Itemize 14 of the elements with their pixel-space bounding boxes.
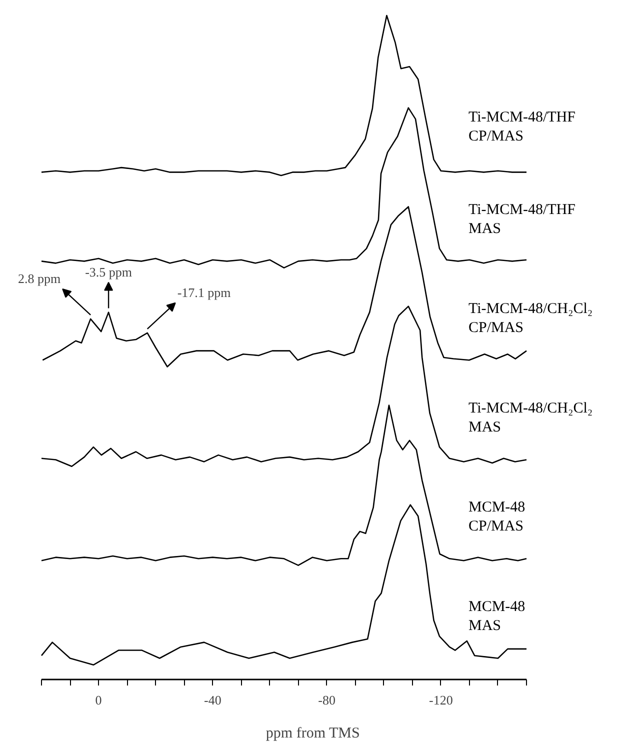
x-tick-label: -40 [204,692,222,708]
x-tick-label: -80 [318,692,336,708]
series-label: MCM-48 CP/MAS [468,499,526,534]
series-label: MCM-48 MAS [468,598,526,634]
series-label: Ti-MCM-48/THF MAS [468,202,576,237]
series-label: Ti-MCM-48/CH₂Cl₂ MAS [468,400,593,436]
series-label: Ti-MCM-48/CH₂Cl₂ CP/MAS [468,300,593,336]
x-tick-label: 0 [95,692,102,708]
x-axis-title: ppm from TMS [266,726,360,742]
x-tick-label: -120 [428,692,453,708]
annotation: 2.8 ppm [18,270,61,286]
series-label: Ti-MCM-48/THF CP/MAS [468,110,576,145]
annotation: -17.1 ppm [177,284,231,300]
annotation: -3.5 ppm [85,264,132,280]
